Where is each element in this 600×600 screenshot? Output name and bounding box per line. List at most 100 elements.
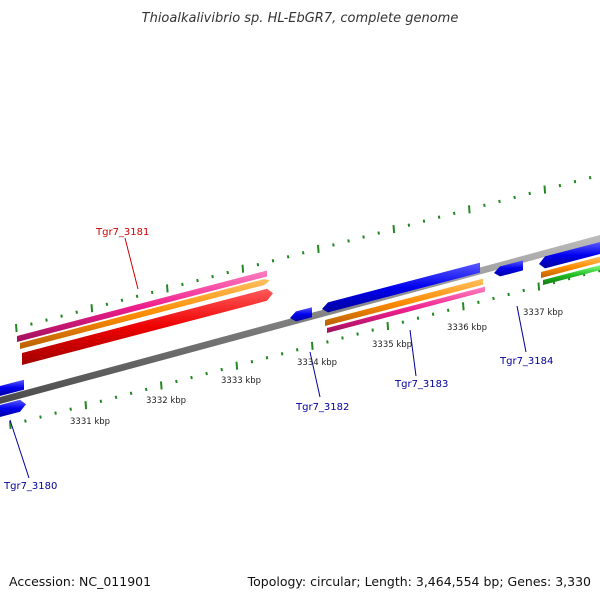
inner-minor-tick: [492, 296, 495, 301]
inner-minor-tick: [39, 415, 42, 419]
outer-minor-tick: [377, 231, 380, 235]
outer-minor-tick: [196, 278, 199, 283]
outer-minor-tick: [181, 282, 184, 287]
inner-minor-tick: [416, 316, 420, 320]
gene-tgr7-3182-arrow: [290, 307, 312, 322]
outer-minor-tick: [347, 239, 350, 243]
gene-label-tgr7-3180[interactable]: Tgr7_3180: [3, 481, 57, 492]
inner-major-tick: [9, 420, 12, 430]
outer-minor-tick: [483, 203, 486, 208]
inner-minor-tick: [99, 399, 103, 403]
inner-minor-tick: [205, 371, 208, 376]
accession-text: Accession: NC_011901: [9, 574, 151, 589]
outer-minor-tick: [407, 223, 411, 227]
outer-minor-tick: [332, 243, 335, 247]
gene-label-tgr7-3182[interactable]: Tgr7_3182: [295, 402, 349, 413]
gene-tgr7-3180-lower-arrow: [0, 399, 26, 417]
inner-minor-tick: [250, 360, 254, 364]
scale-label-3334: 3334 kbp: [297, 358, 337, 368]
scale-label-3336: 3336 kbp: [447, 323, 487, 333]
gene-tgr7-3183-pink-bar: [327, 286, 485, 333]
inner-major-tick: [537, 282, 541, 291]
leader-tgr7-3182: [309, 351, 321, 398]
gene-tgr7-3181-orange-bar: [20, 279, 270, 349]
inner-minor-tick: [522, 288, 525, 293]
outer-minor-tick: [60, 314, 63, 318]
outer-minor-tick: [211, 274, 214, 279]
outer-major-tick: [392, 225, 396, 234]
gene-tgr7-3181-misc-bar: [17, 270, 267, 342]
gene-label-tgr7-3183[interactable]: Tgr7_3183: [394, 379, 448, 390]
outer-major-tick: [241, 264, 245, 273]
inner-minor-tick: [54, 411, 57, 415]
outer-minor-tick: [75, 310, 78, 314]
scale-label-3337: 3337 kbp: [523, 308, 563, 318]
outer-minor-tick: [588, 175, 592, 180]
inner-minor-tick: [190, 375, 193, 380]
gene-label-tgr7-3181[interactable]: Tgr7_3181: [95, 227, 149, 238]
outer-minor-tick: [422, 219, 426, 223]
inner-minor-tick: [280, 352, 284, 356]
outer-minor-tick: [30, 322, 33, 326]
outer-minor-tick: [226, 270, 229, 275]
inner-minor-tick: [295, 348, 299, 352]
gene-tgr7-3184-arrow: [494, 260, 523, 277]
inner-minor-tick: [144, 387, 148, 392]
inner-major-tick: [386, 322, 390, 331]
outer-minor-tick: [120, 298, 124, 303]
outer-minor-tick: [452, 211, 456, 215]
outer-minor-tick: [135, 294, 139, 299]
outer-minor-tick: [105, 302, 109, 306]
outer-minor-tick: [498, 199, 501, 204]
inner-minor-tick: [507, 292, 510, 297]
outer-major-tick: [90, 304, 94, 313]
feature-layer: [0, 242, 600, 417]
inner-minor-tick: [371, 328, 374, 332]
scale-label-3331: 3331 kbp: [70, 417, 110, 427]
inner-major-tick: [84, 401, 88, 410]
outer-minor-tick: [513, 195, 516, 200]
gene-tgr7-3180-upper-arrow: [0, 379, 24, 396]
inner-minor-tick: [477, 300, 480, 305]
summary-text: Topology: circular; Length: 3,464,554 bp…: [247, 574, 591, 589]
gene-tgr7-3183-blue-arrow: [322, 262, 480, 313]
inner-major-tick: [160, 381, 163, 390]
gene-tgr7-3181-red-arrow: [22, 288, 273, 365]
inner-major-tick: [235, 361, 239, 370]
outer-minor-tick: [573, 179, 577, 184]
inner-minor-tick: [446, 308, 450, 312]
outer-minor-tick: [558, 183, 562, 188]
inner-minor-tick: [24, 419, 27, 423]
outer-major-tick: [317, 244, 320, 253]
gene-next-blue-arrow: [539, 242, 600, 269]
leader-tgr7-3181: [124, 237, 139, 290]
outer-minor-tick: [301, 251, 305, 255]
inner-major-tick: [462, 302, 465, 311]
inner-minor-tick: [69, 407, 72, 411]
inner-minor-tick: [220, 367, 223, 372]
outer-major-tick: [468, 205, 471, 214]
outer-minor-tick: [256, 263, 260, 267]
inner-major-tick: [311, 341, 314, 350]
outer-minor-tick: [45, 318, 48, 322]
leader-tgr7-3180: [9, 419, 30, 479]
outer-minor-tick: [150, 290, 154, 295]
inner-minor-tick: [401, 320, 405, 324]
outer-minor-tick: [362, 235, 365, 239]
inner-minor-tick: [175, 379, 178, 384]
scale-label-3335: 3335 kbp: [372, 340, 412, 350]
inner-minor-tick: [356, 332, 359, 336]
inner-minor-tick: [341, 336, 344, 340]
outer-minor-tick: [437, 215, 441, 219]
gene-next-green-bar: [543, 265, 600, 285]
inner-minor-tick: [326, 340, 329, 344]
inner-minor-tick: [129, 391, 133, 396]
inner-minor-tick: [431, 312, 435, 316]
inner-minor-tick: [265, 356, 269, 360]
tick-layer: [9, 175, 600, 430]
outer-major-tick: [15, 323, 18, 333]
leader-tgr7-3184: [516, 305, 527, 353]
gene-tgr7-3183-orange-bar: [325, 278, 483, 326]
gene-label-tgr7-3184[interactable]: Tgr7_3184: [499, 356, 553, 367]
